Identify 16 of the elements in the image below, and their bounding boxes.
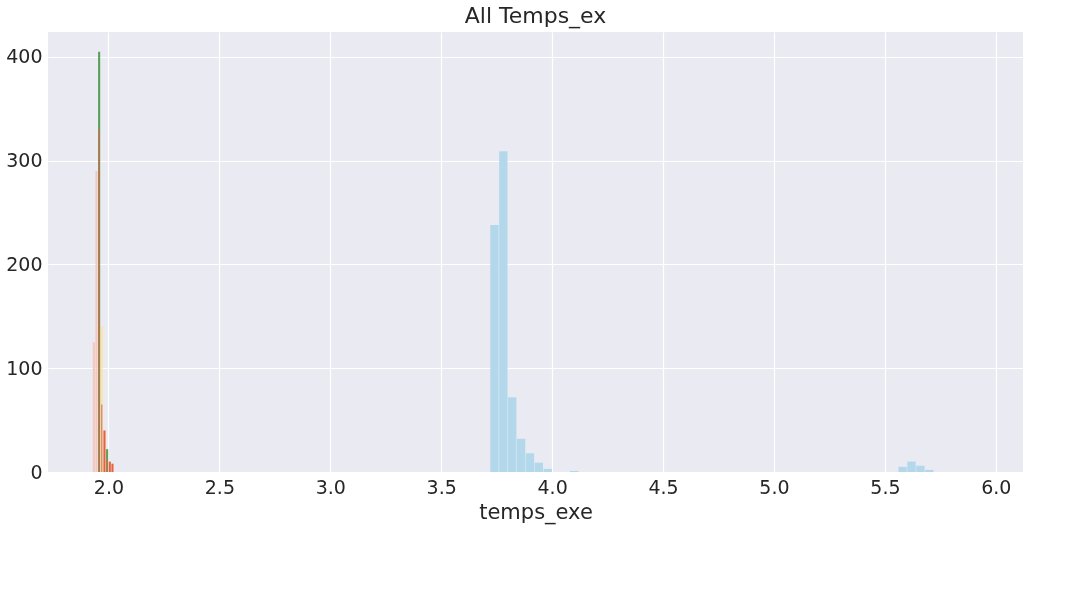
x-tick-label: 5.5 (870, 475, 901, 498)
y-tick-label: 0 (30, 460, 43, 483)
x-tick-label: 2.5 (204, 475, 235, 498)
x-tick-label: 4.5 (648, 475, 679, 498)
x-tick-label: 4.0 (537, 475, 568, 498)
x-tick-label: 6.0 (981, 475, 1012, 498)
x-tick-label: 5.0 (759, 475, 790, 498)
y-tick-label: 200 (6, 252, 43, 275)
chart-title: All Temps_ex (464, 3, 607, 29)
y-tick-label: 100 (6, 356, 43, 379)
x-tick-label: 3.5 (426, 475, 457, 498)
x-axis-title: temps_exe (479, 499, 593, 525)
y-tick-label: 400 (6, 45, 43, 68)
x-tick-label: 3.0 (315, 475, 346, 498)
y-tick-label: 300 (6, 149, 43, 172)
x-tick-label: 2.0 (93, 475, 125, 498)
